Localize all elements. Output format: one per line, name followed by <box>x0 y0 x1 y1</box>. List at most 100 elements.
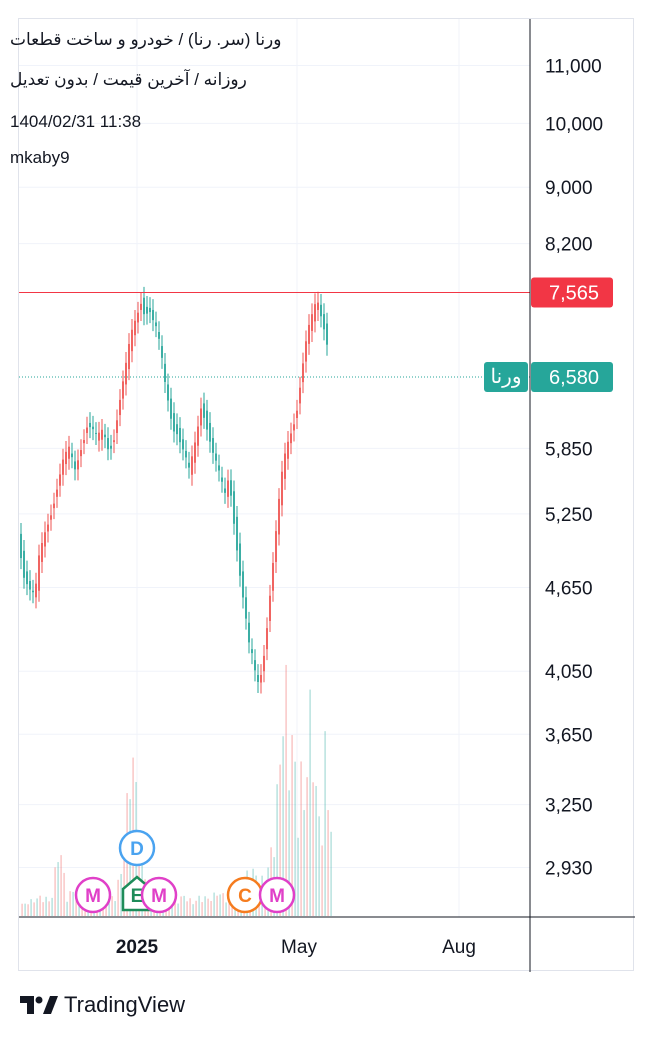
volume-bar <box>276 784 278 916</box>
volume-bar <box>291 735 293 916</box>
volume-bar <box>327 810 329 916</box>
volume-bar <box>321 845 323 916</box>
candle-body <box>305 341 307 362</box>
candle-body <box>209 422 211 442</box>
candle-body <box>170 398 172 419</box>
price-axis-label: 8,200 <box>545 235 593 256</box>
candle-body <box>236 516 238 551</box>
candle-body <box>314 304 316 322</box>
volume-bar <box>201 902 203 916</box>
candle-body <box>176 424 178 435</box>
volume-bar <box>48 901 50 916</box>
price-axis-label: 3,250 <box>545 796 593 817</box>
candle-body <box>62 459 64 475</box>
volume-bar <box>66 901 68 916</box>
candle-body <box>290 433 292 444</box>
price-chart[interactable]: 11,000 10,000 9,000 8,200 5,850 5,250 4,650 4,0… <box>19 19 635 972</box>
dividend-event-marker[interactable] <box>118 829 156 867</box>
candle-body <box>179 427 181 443</box>
volume-bar <box>213 892 215 916</box>
candle-body <box>92 426 94 430</box>
volume-bar <box>228 896 230 916</box>
candle-body <box>188 462 190 468</box>
last-price-tag <box>531 362 613 393</box>
meeting-event-letter: M <box>151 886 167 907</box>
volume-bar <box>177 903 179 916</box>
candle-body <box>311 314 313 331</box>
volume-bar <box>51 897 53 916</box>
volume-bar <box>279 764 281 916</box>
volume-bar <box>111 896 113 916</box>
volume-bar <box>123 854 125 916</box>
volume-bar <box>27 904 29 916</box>
candle-body <box>284 453 286 479</box>
candle-body <box>212 438 214 453</box>
candle-body <box>77 460 79 470</box>
candle-body <box>248 622 250 643</box>
volume-bar <box>36 898 38 916</box>
volume-bar <box>204 896 206 916</box>
meeting-event-letter: M <box>269 886 285 907</box>
candle-body <box>326 323 328 345</box>
volume-bar <box>288 790 290 916</box>
candle-body <box>194 442 196 463</box>
volume-bar <box>75 893 77 916</box>
candle-body <box>203 403 205 418</box>
volume-bar <box>120 873 122 916</box>
candle-body <box>287 441 289 459</box>
candle-body <box>38 555 40 591</box>
candle-body <box>119 399 121 416</box>
snapshot-timestamp: 1404/02/31 11:38 <box>10 112 142 131</box>
candle-body <box>239 543 241 576</box>
candle-body <box>164 363 166 382</box>
volume-bar <box>141 837 143 916</box>
price-axis-label: 10,000 <box>545 114 603 135</box>
symbol-title: ورنا (سر. رنا) / خودرو و ساخت قطعات <box>10 30 282 49</box>
candle-body <box>113 440 115 443</box>
candle-body <box>233 491 235 524</box>
volume-bar <box>45 896 47 916</box>
meeting-event-marker[interactable] <box>74 876 112 914</box>
candle-body <box>215 453 217 461</box>
volume-bar <box>21 903 23 916</box>
volume-bar <box>24 903 26 916</box>
volume-bar <box>303 810 305 916</box>
volume-bar <box>63 872 65 916</box>
candle-body <box>47 524 49 532</box>
candle-body <box>134 320 136 336</box>
price-axis-label: 4,650 <box>545 578 593 599</box>
candle-body <box>140 303 142 310</box>
symbol-tag <box>484 362 528 393</box>
candle-body <box>245 597 247 619</box>
candle-body <box>71 453 73 458</box>
volume-bar <box>300 761 302 916</box>
time-axis-label: May <box>281 937 317 958</box>
volume-bar <box>69 891 71 916</box>
candle-body <box>68 446 70 459</box>
candle-body <box>53 503 55 509</box>
candle-body <box>29 580 31 590</box>
candle-body <box>254 660 256 671</box>
volume-bar <box>42 902 44 916</box>
candle-body <box>152 309 154 321</box>
candle-body <box>122 381 124 399</box>
candle-body <box>185 450 187 458</box>
tradingview-brand[interactable]: TradingView <box>20 990 185 1020</box>
candle-body <box>59 474 61 486</box>
volume-bar <box>309 689 311 916</box>
volume-bar <box>189 898 191 916</box>
price-axis-label: 2,930 <box>545 858 593 879</box>
meeting-event-marker[interactable] <box>258 876 296 914</box>
candle-body <box>149 307 151 313</box>
volume-bar <box>282 736 284 916</box>
volume-bar <box>324 731 326 916</box>
volume-bar <box>318 816 320 916</box>
candle-body <box>155 322 157 327</box>
candle-body <box>95 432 97 434</box>
candle-body <box>218 465 220 471</box>
candle-body <box>107 438 109 450</box>
candle-body <box>260 674 262 683</box>
meeting-event-marker[interactable] <box>140 876 178 914</box>
candle-body <box>224 488 226 493</box>
volume-bar <box>54 867 56 916</box>
